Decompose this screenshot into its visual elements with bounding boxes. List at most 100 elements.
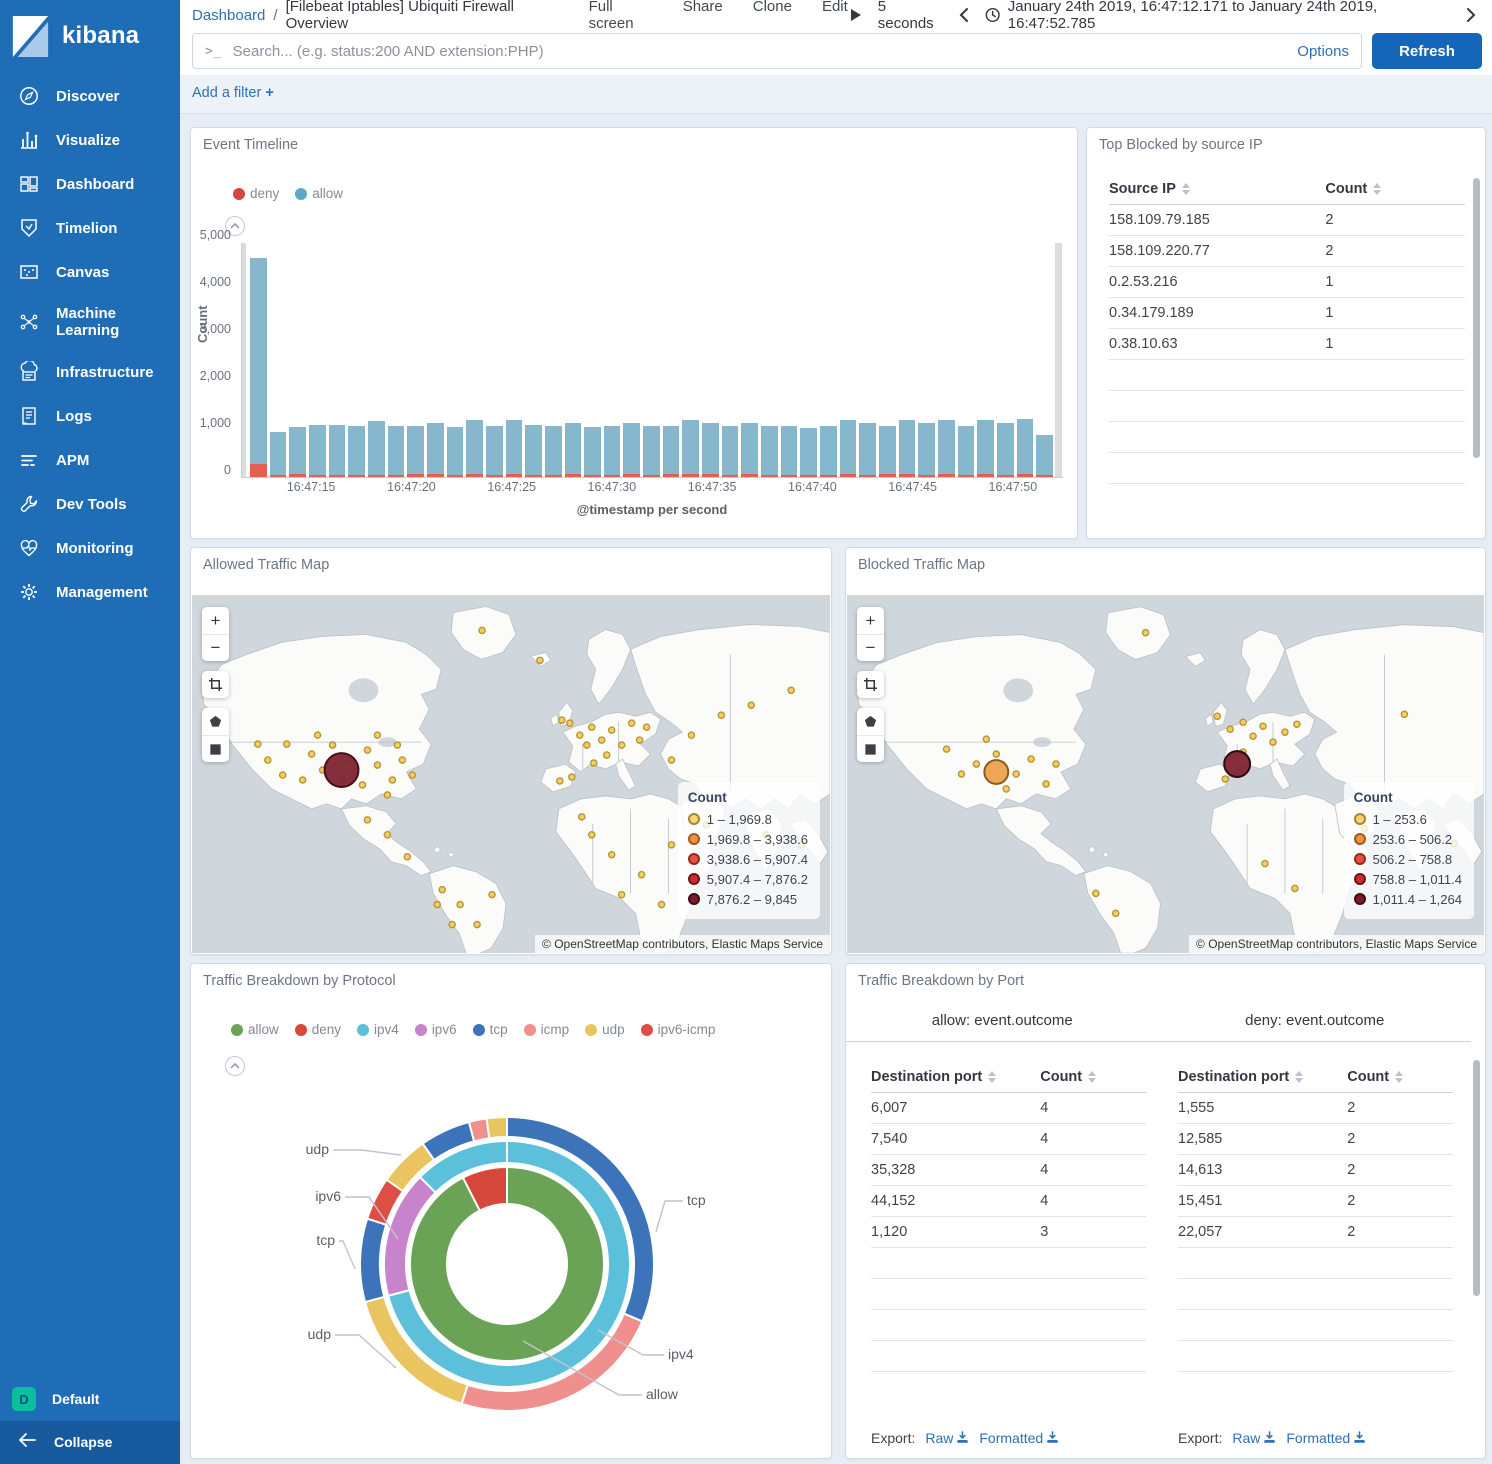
timeline-bar[interactable] [426, 243, 444, 477]
search-box[interactable]: >_ Options [192, 33, 1362, 69]
timeline-bar[interactable] [996, 243, 1014, 477]
column-header-source-ip[interactable]: Source IP [1109, 181, 1325, 197]
timeline-bar[interactable] [879, 243, 896, 477]
timeline-bar[interactable] [250, 243, 267, 477]
timeline-bar[interactable] [505, 243, 523, 477]
legend-item-deny[interactable]: deny [294, 1022, 341, 1037]
sunburst-segment-udp[interactable] [485, 1115, 508, 1140]
column-header-count[interactable]: Count [1325, 181, 1465, 197]
timeline-bar[interactable] [859, 243, 876, 477]
sunburst-segment-ipv4[interactable] [418, 1139, 508, 1194]
legend-collapse-button[interactable] [225, 216, 245, 236]
timeline-bar[interactable] [466, 243, 483, 477]
sidebar-item-logs[interactable]: Logs [0, 394, 180, 438]
timeline-bar[interactable] [584, 243, 601, 477]
sidebar-item-dev-tools[interactable]: Dev Tools [0, 482, 180, 526]
timeline-bar[interactable] [525, 243, 542, 477]
column-header-count[interactable]: Count [1347, 1069, 1453, 1085]
map-bubble[interactable] [323, 752, 360, 788]
menu-item-share[interactable]: Share [682, 0, 723, 15]
blocked-map-canvas[interactable]: + − Count 1 – 253.6 253.6 – 506.2 506.2 – 758… [847, 595, 1484, 953]
legend-item-ipv6[interactable]: ipv6 [414, 1022, 457, 1037]
time-forward-button[interactable] [1464, 5, 1478, 25]
timeline-bar[interactable] [348, 243, 365, 477]
timeline-bar[interactable] [977, 243, 994, 477]
sidebar-item-discover[interactable]: Discover [0, 74, 180, 118]
sidebar-item-dashboard[interactable]: Dashboard [0, 162, 180, 206]
query-options-link[interactable]: Options [1297, 42, 1349, 60]
timeline-bar[interactable] [1016, 243, 1034, 477]
timeline-bar[interactable] [564, 243, 582, 477]
fit-data-bounds-button[interactable] [857, 671, 884, 698]
timeline-bar[interactable] [957, 243, 975, 477]
timeline-bar[interactable] [898, 243, 916, 477]
legend-item-allow[interactable]: allow [295, 186, 343, 201]
export-formatted-link[interactable]: Formatted [1286, 1430, 1366, 1446]
export-raw-link[interactable]: Raw [1232, 1430, 1276, 1446]
zoom-in-button[interactable]: + [202, 607, 229, 634]
timeline-bar[interactable] [289, 243, 306, 477]
draw-polygon-button[interactable] [202, 708, 229, 735]
sidebar-item-canvas[interactable]: Canvas [0, 250, 180, 294]
timeline-bar[interactable] [544, 243, 562, 477]
sunburst-segment-ipv4[interactable] [386, 1139, 631, 1388]
sidebar-collapse-button[interactable]: Collapse [0, 1421, 180, 1464]
timeline-bar[interactable] [328, 243, 346, 477]
timeline-bar[interactable] [643, 243, 660, 477]
timeline-bar[interactable] [446, 243, 464, 477]
sunburst-segment-tcp[interactable] [359, 1217, 388, 1304]
panel-scrollbar[interactable] [1473, 1060, 1480, 1296]
sunburst-segment-allow[interactable] [409, 1165, 605, 1362]
kibana-logo-row[interactable]: kibana [0, 0, 180, 74]
legend-item-ipv4[interactable]: ipv4 [357, 1022, 399, 1037]
menu-item-clone[interactable]: Clone [752, 0, 792, 15]
sidebar-item-visualize[interactable]: Visualize [0, 118, 180, 162]
refresh-interval-value[interactable]: 5 seconds [877, 0, 934, 32]
legend-collapse-button[interactable] [225, 1056, 245, 1076]
map-bubble[interactable] [983, 759, 1010, 785]
timeline-bar[interactable] [780, 243, 798, 477]
timeline-bar[interactable] [662, 243, 680, 477]
zoom-in-button[interactable]: + [857, 607, 884, 634]
draw-polygon-button[interactable] [857, 708, 884, 735]
timeline-bar[interactable] [761, 243, 778, 477]
column-header-destination-port[interactable]: Destination port [871, 1069, 1040, 1085]
timeline-bar[interactable] [308, 243, 326, 477]
zoom-out-button[interactable]: − [202, 634, 229, 661]
sidebar-item-apm[interactable]: APM [0, 438, 180, 482]
timeline-bar[interactable] [702, 243, 719, 477]
timeline-bar[interactable] [387, 243, 405, 477]
column-header-destination-port[interactable]: Destination port [1178, 1069, 1347, 1085]
timeline-bar[interactable] [682, 243, 700, 477]
export-raw-link[interactable]: Raw [925, 1430, 969, 1446]
sunburst-segment-deny[interactable] [461, 1165, 508, 1212]
timeline-bar[interactable] [839, 243, 857, 477]
legend-item-icmp[interactable]: icmp [523, 1022, 569, 1037]
timeline-bar[interactable] [1036, 243, 1053, 477]
add-filter-link[interactable]: Add a filter + [192, 85, 274, 101]
panel-scrollbar[interactable] [1473, 178, 1480, 458]
sidebar-item-management[interactable]: Management [0, 570, 180, 614]
search-input[interactable] [232, 42, 1298, 60]
timeline-bar[interactable] [367, 243, 385, 477]
play-refresh-interval-button[interactable] [848, 6, 864, 24]
timeline-bar[interactable] [937, 243, 955, 477]
timeline-bar[interactable] [485, 243, 503, 477]
sidebar-item-monitoring[interactable]: Monitoring [0, 526, 180, 570]
timeline-bar[interactable] [407, 243, 424, 477]
timeline-bar[interactable] [741, 243, 759, 477]
sidebar-item-machine-learning[interactable]: Machine Learning [0, 294, 180, 350]
timeline-bar[interactable] [820, 243, 837, 477]
timeline-bar[interactable] [721, 243, 739, 477]
menu-item-edit[interactable]: Edit [821, 0, 848, 15]
sidebar-item-timelion[interactable]: Timelion [0, 206, 180, 250]
timeline-bar[interactable] [603, 243, 621, 477]
timeline-bar[interactable] [918, 243, 935, 477]
legend-item-allow[interactable]: allow [231, 1022, 279, 1037]
time-range-picker[interactable]: January 24th 2019, 16:47:12.171 to Janua… [985, 0, 1450, 32]
timeline-bar[interactable] [269, 243, 287, 477]
sidebar-item-infrastructure[interactable]: Infrastructure [0, 350, 180, 394]
column-header-count[interactable]: Count [1040, 1069, 1146, 1085]
fit-data-bounds-button[interactable] [202, 671, 229, 698]
zoom-out-button[interactable]: − [857, 634, 884, 661]
